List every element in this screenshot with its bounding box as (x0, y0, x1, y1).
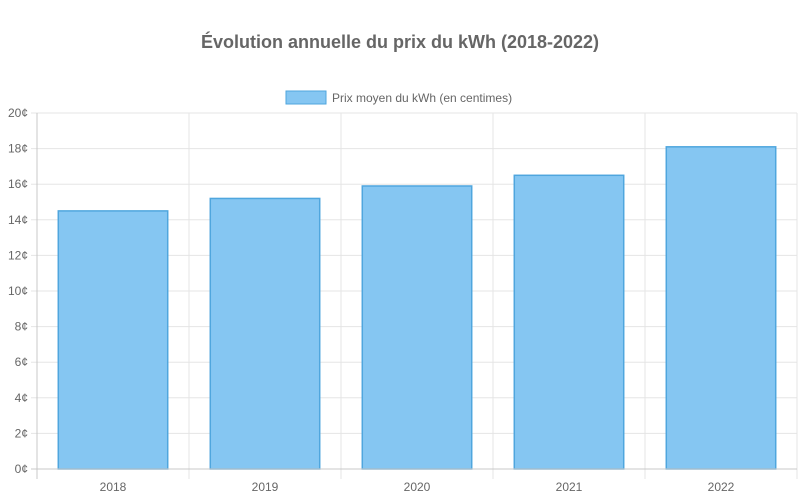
x-axis-tick-labels: 2018 2019 2020 2021 2022 (100, 480, 735, 494)
y-axis-tick-labels: 0¢ 2¢ 4¢ 6¢ 8¢ 10¢ 12¢ 14¢ 16¢ 18¢ 20¢ (8, 106, 28, 476)
y-tick-label: 0¢ (15, 462, 28, 476)
x-tick-label: 2022 (708, 480, 735, 494)
y-tick-label: 10¢ (8, 284, 28, 298)
bar-2021[interactable] (513, 174, 625, 470)
x-tick-label: 2018 (100, 480, 127, 494)
y-tick-label: 20¢ (8, 106, 28, 120)
axes (36, 113, 797, 470)
y-tick-label: 8¢ (15, 320, 28, 334)
legend-label: Prix moyen du kWh (en centimes) (332, 91, 512, 105)
bar-2019[interactable] (209, 197, 321, 470)
legend[interactable]: Prix moyen du kWh (en centimes) (285, 90, 512, 105)
y-tick-label: 12¢ (8, 248, 28, 262)
y-tick-label: 16¢ (8, 177, 28, 191)
chart-title: Évolution annuelle du prix du kWh (2018-… (201, 31, 599, 52)
legend-swatch (285, 90, 327, 105)
x-tick-label: 2021 (556, 480, 583, 494)
bar-2020[interactable] (361, 185, 473, 470)
bar-2022[interactable] (665, 146, 777, 470)
bar-2018[interactable] (57, 210, 169, 470)
x-tick-label: 2020 (404, 480, 431, 494)
y-tick-label: 14¢ (8, 213, 28, 227)
y-tick-label: 6¢ (15, 355, 28, 369)
y-tick-label: 18¢ (8, 142, 28, 156)
y-tick-label: 4¢ (15, 391, 28, 405)
y-tick-label: 2¢ (15, 426, 28, 440)
bars (57, 146, 777, 470)
x-tick-label: 2019 (252, 480, 279, 494)
